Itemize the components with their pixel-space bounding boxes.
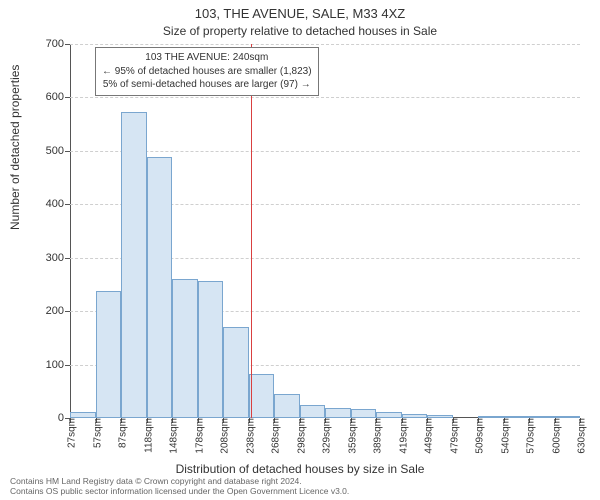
y-axis-line xyxy=(70,44,71,418)
histogram-bar xyxy=(96,291,122,418)
reference-line xyxy=(251,44,252,418)
x-tick-label: 329sqm xyxy=(318,418,333,454)
footnote-line-2: Contains OS public sector information li… xyxy=(10,487,349,497)
annotation-line-2: ← 95% of detached houses are smaller (1,… xyxy=(102,65,312,79)
y-tick-label: 700 xyxy=(34,38,64,50)
plot-area: 27sqm57sqm87sqm118sqm148sqm178sqm208sqm2… xyxy=(70,44,580,418)
x-tick-label: 208sqm xyxy=(216,418,231,454)
histogram-bar xyxy=(300,405,326,418)
y-tick-label: 100 xyxy=(34,359,64,371)
histogram-bar xyxy=(351,409,377,418)
x-tick-label: 27sqm xyxy=(63,418,78,448)
x-tick-label: 630sqm xyxy=(573,418,588,454)
histogram-bar xyxy=(198,281,224,418)
histogram-bar xyxy=(223,327,249,418)
y-tick-mark xyxy=(65,204,70,205)
gridline-h xyxy=(70,97,580,98)
x-tick-label: 419sqm xyxy=(394,418,409,454)
footnote: Contains HM Land Registry data © Crown c… xyxy=(10,477,349,497)
x-tick-label: 449sqm xyxy=(420,418,435,454)
x-tick-label: 509sqm xyxy=(471,418,486,454)
gridline-h xyxy=(70,151,580,152)
x-tick-label: 540sqm xyxy=(496,418,511,454)
x-tick-label: 479sqm xyxy=(445,418,460,454)
y-tick-label: 200 xyxy=(34,305,64,317)
x-tick-label: 148sqm xyxy=(165,418,180,454)
y-tick-mark xyxy=(65,97,70,98)
histogram-bar xyxy=(147,157,173,418)
annotation-box: 103 THE AVENUE: 240sqm← 95% of detached … xyxy=(95,47,319,96)
title-sub: Size of property relative to detached ho… xyxy=(0,24,600,38)
y-axis-title: Number of detached properties xyxy=(8,65,22,230)
x-tick-label: 268sqm xyxy=(267,418,282,454)
x-tick-label: 298sqm xyxy=(292,418,307,454)
y-tick-mark xyxy=(65,151,70,152)
x-tick-label: 600sqm xyxy=(547,418,562,454)
y-tick-label: 600 xyxy=(34,91,64,103)
y-tick-mark xyxy=(65,365,70,366)
histogram-bar xyxy=(274,394,300,418)
histogram-bar xyxy=(325,408,351,418)
histogram-bar xyxy=(172,279,198,418)
chart-viewport: 103, THE AVENUE, SALE, M33 4XZ Size of p… xyxy=(0,0,600,500)
x-tick-label: 178sqm xyxy=(190,418,205,454)
gridline-h xyxy=(70,44,580,45)
histogram-bar xyxy=(249,374,275,418)
x-tick-label: 118sqm xyxy=(139,418,154,453)
y-tick-label: 400 xyxy=(34,198,64,210)
y-tick-label: 500 xyxy=(34,145,64,157)
x-tick-label: 359sqm xyxy=(343,418,358,454)
y-tick-label: 0 xyxy=(34,412,64,424)
x-tick-label: 87sqm xyxy=(114,418,129,448)
y-tick-mark xyxy=(65,44,70,45)
y-tick-mark xyxy=(65,258,70,259)
y-tick-label: 300 xyxy=(34,252,64,264)
annotation-line-1: 103 THE AVENUE: 240sqm xyxy=(102,51,312,65)
x-tick-label: 57sqm xyxy=(88,418,103,448)
y-tick-mark xyxy=(65,311,70,312)
x-tick-label: 570sqm xyxy=(522,418,537,454)
annotation-line-3: 5% of semi-detached houses are larger (9… xyxy=(102,78,312,92)
x-tick-label: 389sqm xyxy=(369,418,384,454)
x-axis-title: Distribution of detached houses by size … xyxy=(0,462,600,476)
x-tick-label: 238sqm xyxy=(241,418,256,454)
histogram-bar xyxy=(121,112,147,418)
title-main: 103, THE AVENUE, SALE, M33 4XZ xyxy=(0,6,600,21)
